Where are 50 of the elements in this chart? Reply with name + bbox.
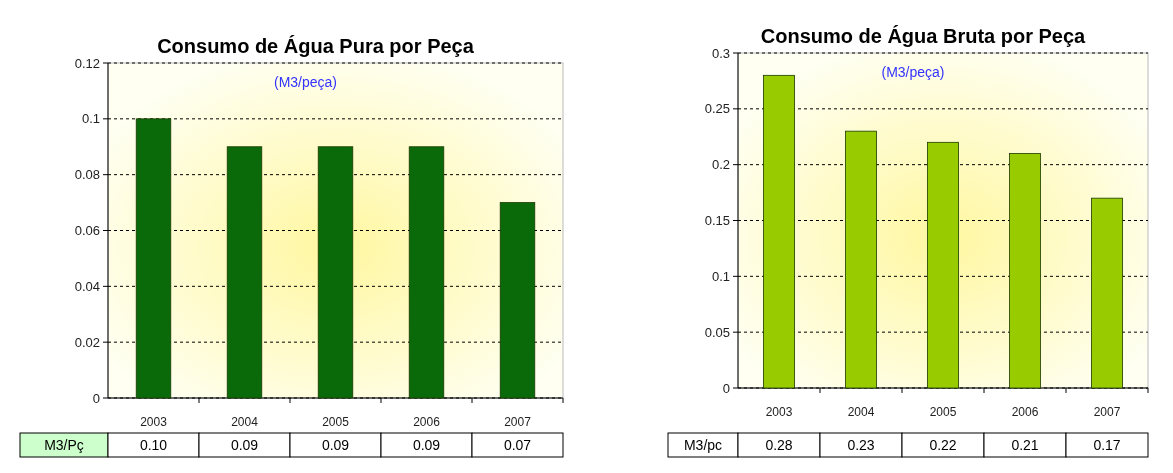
x-tick-label: 2007 xyxy=(1093,405,1121,419)
x-tick-label: 2005 xyxy=(322,415,350,429)
bar xyxy=(763,74,795,389)
y-tick-label: 0.12 xyxy=(74,55,100,71)
x-tick-label: 2004 xyxy=(231,415,259,429)
data-label: 0.09 xyxy=(412,437,441,453)
data-label: 0.09 xyxy=(321,437,350,453)
data-label: 0.10 xyxy=(139,437,168,453)
data-label: 0.22 xyxy=(929,437,957,453)
y-tick-label: 0 xyxy=(722,380,730,396)
bar xyxy=(927,141,959,389)
text: (M3/peça) xyxy=(881,64,945,80)
x-tick-label: 2006 xyxy=(413,415,441,429)
text: M3/Pç xyxy=(44,437,84,453)
y-tick-label: 0.2 xyxy=(711,157,730,173)
bar xyxy=(135,118,172,399)
data-label: 0.17 xyxy=(1093,437,1121,453)
bar xyxy=(845,130,877,389)
data-label: 0.23 xyxy=(847,437,875,453)
x-tick-label: 2004 xyxy=(847,405,875,419)
x-tick-label: 2003 xyxy=(140,415,168,429)
y-tick-label: 0.06 xyxy=(74,223,100,239)
bar xyxy=(317,146,354,399)
y-tick-label: 0.08 xyxy=(74,167,100,183)
y-tick-label: 0.25 xyxy=(704,101,730,117)
y-tick-label: 0.15 xyxy=(704,213,730,229)
y-tick-label: 0.1 xyxy=(711,268,730,284)
x-tick-label: 2003 xyxy=(765,405,793,419)
data-label: 0.09 xyxy=(230,437,259,453)
bar xyxy=(408,146,445,399)
bar xyxy=(1091,197,1123,389)
y-tick-label: 0.04 xyxy=(74,278,100,294)
y-tick-label: 0.02 xyxy=(74,334,100,350)
y-tick-label: 0 xyxy=(92,390,100,406)
data-label: 0.21 xyxy=(1011,437,1039,453)
x-tick-label: 2005 xyxy=(929,405,957,419)
y-tick-label: 0.1 xyxy=(81,111,100,127)
data-label: 0.07 xyxy=(503,437,532,453)
x-tick-label: 2007 xyxy=(504,415,532,429)
x-tick-label: 2006 xyxy=(1011,405,1039,419)
bar xyxy=(499,202,536,399)
bar xyxy=(1009,153,1041,389)
bar xyxy=(226,146,263,399)
text: M3/pc xyxy=(683,437,723,453)
y-tick-label: 0.3 xyxy=(711,45,730,61)
chart-title: Consumo de Água Bruta por Peça xyxy=(760,25,1087,47)
data-label: 0.28 xyxy=(765,437,793,453)
chart-title: Consumo de Água Pura por Peça xyxy=(157,35,475,57)
y-tick-label: 0.05 xyxy=(704,324,730,340)
text: (M3/peça) xyxy=(273,74,338,90)
